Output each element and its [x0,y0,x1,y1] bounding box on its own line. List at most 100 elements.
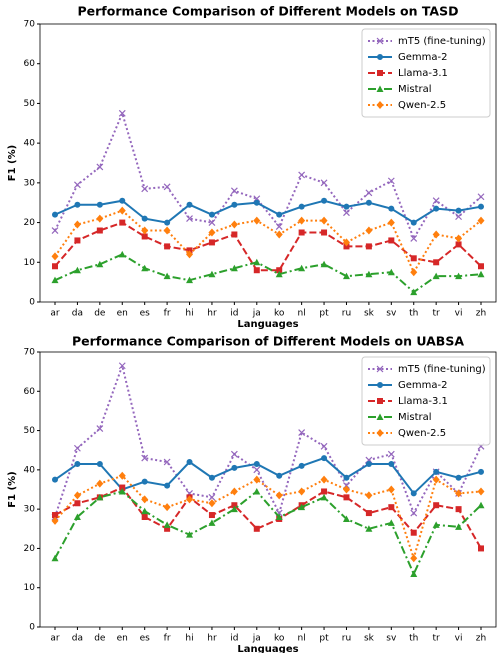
marker [276,472,283,479]
legend-label: Mistral [398,412,432,423]
marker [230,450,238,458]
series [51,471,485,563]
marker [321,488,328,495]
marker [455,489,463,498]
x-tick-label: ko [274,309,285,319]
y-axis-label: F1 (%) [7,471,18,507]
marker [230,505,238,513]
marker [52,263,58,270]
marker [342,485,350,494]
x-tick-label: zh [476,634,486,644]
x-tick-label: hr [207,634,217,644]
line [54,221,482,272]
marker [410,235,418,242]
y-tick-label: 20 [24,218,36,228]
marker [478,203,484,210]
marker [478,263,484,270]
marker [118,250,126,258]
line [54,486,482,549]
marker [52,211,58,218]
marker [477,487,485,496]
x-tick-label: sv [386,634,397,644]
x-tick-label: nl [298,634,306,644]
marker [96,425,104,433]
x-tick-label: vi [455,634,463,644]
marker [477,216,485,225]
marker [141,226,149,235]
legend-label: Gemma-2 [398,380,447,391]
marker [253,487,261,495]
y-tick-label: 0 [29,298,35,308]
marker [163,183,171,191]
marker [231,231,238,238]
y-tick-label: 10 [24,258,36,268]
marker [141,215,148,222]
marker [377,382,383,388]
legend-label: Gemma-2 [398,52,447,63]
x-tick-label: th [409,634,418,644]
x-tick-label: ar [50,634,60,644]
marker [410,570,418,577]
marker [320,442,328,450]
marker [96,227,103,234]
marker [321,455,328,462]
marker [74,460,81,467]
marker [208,211,215,218]
marker [276,211,283,218]
marker [230,187,238,195]
legend: mT5 (fine-tuning) Gemma-2 Llama-3.1 Mistral… [361,28,491,118]
marker [52,476,58,483]
marker [477,193,485,201]
x-tick-label: hi [185,634,193,644]
marker [433,205,440,212]
marker [186,201,193,208]
plot-frame [39,351,497,628]
marker [455,272,463,280]
marker [208,219,216,226]
legend-box [361,356,491,446]
y-tick-label: 60 [24,59,36,69]
legend-label: Llama-3.1 [398,68,448,79]
marker [96,479,104,488]
marker [253,475,261,484]
marker [163,521,171,528]
marker [275,230,283,239]
marker [253,258,261,266]
marker [410,509,418,517]
marker [432,272,440,280]
marker [208,519,216,526]
marker [253,466,261,474]
marker [478,545,484,552]
marker [376,37,384,45]
x-tick-label: en [117,634,128,644]
x-tick-label: tr [433,634,441,644]
marker [164,525,171,532]
marker [365,226,373,235]
series [51,250,485,296]
marker [118,109,126,117]
marker [455,474,462,481]
marker [387,268,395,276]
marker [186,276,194,284]
line [54,490,482,577]
legend-box [361,28,491,118]
legend-label: Qwen-2.5 [398,428,446,439]
marker [51,516,59,525]
marker [141,478,148,485]
x-tick-label: zh [476,309,486,319]
marker [387,450,395,458]
x-tick-label: es [140,309,151,319]
marker [164,482,171,489]
marker [320,475,328,484]
plot-frame [39,23,497,303]
marker [163,272,171,280]
marker [365,510,372,517]
marker [96,214,104,223]
marker [298,171,306,179]
marker [141,495,149,504]
marker [208,493,216,501]
x-tick-label: de [94,309,106,319]
marker [298,264,306,272]
x-tick-label: en [117,309,128,319]
marker [96,493,104,501]
